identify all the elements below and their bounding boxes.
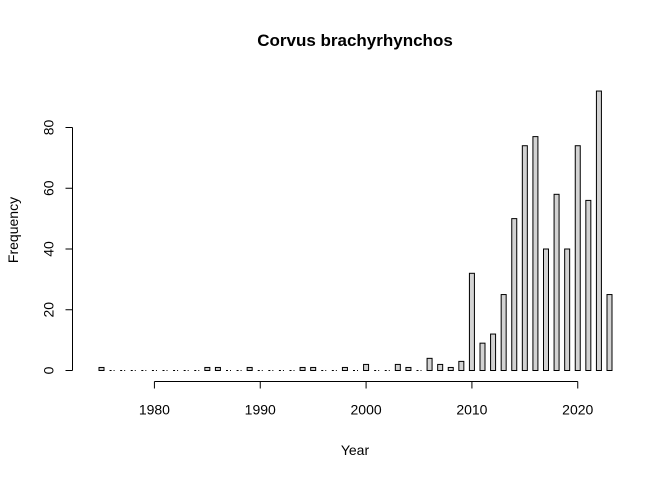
bar-2016	[532, 136, 539, 371]
bar-2000	[363, 363, 370, 371]
bar-2011	[479, 342, 486, 372]
y-tick-label-0: 0	[41, 366, 57, 374]
x-tick-label-2020: 2020	[562, 402, 593, 418]
bar-2014	[511, 218, 518, 372]
x-axis-label: Year	[341, 442, 370, 458]
bar-2023	[606, 294, 613, 371]
bar-2004	[405, 366, 412, 371]
bar-1994	[299, 366, 306, 371]
bar-2018	[553, 193, 560, 371]
x-tick-label-1980: 1980	[139, 402, 170, 418]
bars-group	[98, 90, 613, 372]
y-tick-label-60: 60	[41, 180, 57, 196]
bar-1998	[341, 366, 348, 371]
bar-1975	[98, 366, 105, 371]
x-tick-label-2000: 2000	[351, 402, 382, 418]
y-tick-label-80: 80	[41, 120, 57, 136]
y-axis: 0 20 40 60 80	[41, 120, 73, 374]
bar-1989	[246, 366, 253, 371]
x-tick-label-2010: 2010	[456, 402, 487, 418]
bar-2019	[564, 248, 571, 371]
bar-2021	[585, 199, 592, 371]
bar-2008	[447, 366, 454, 371]
bar-2020	[574, 145, 581, 371]
bar-2003	[394, 363, 401, 371]
bar-1986	[214, 366, 221, 371]
y-tick-label-40: 40	[41, 241, 57, 257]
bar-2017	[543, 248, 549, 371]
bar-2007	[437, 363, 444, 371]
bar-2010	[468, 272, 475, 371]
bar-2006	[426, 357, 433, 372]
chart-title: Corvus brachyrhynchos	[257, 31, 453, 50]
x-tick-label-1990: 1990	[245, 402, 276, 418]
bar-2015	[521, 145, 528, 371]
bar-2009	[458, 360, 465, 372]
bar-2012	[490, 333, 497, 371]
bar-2022	[595, 90, 602, 372]
x-axis: 1980 1990 2000 2010 2020	[139, 381, 594, 418]
bar-2013	[500, 294, 507, 371]
bar-1985	[204, 366, 211, 371]
bar-1995	[310, 366, 317, 371]
y-tick-label-20: 20	[41, 302, 57, 318]
y-axis-label: Frequency	[5, 197, 21, 263]
